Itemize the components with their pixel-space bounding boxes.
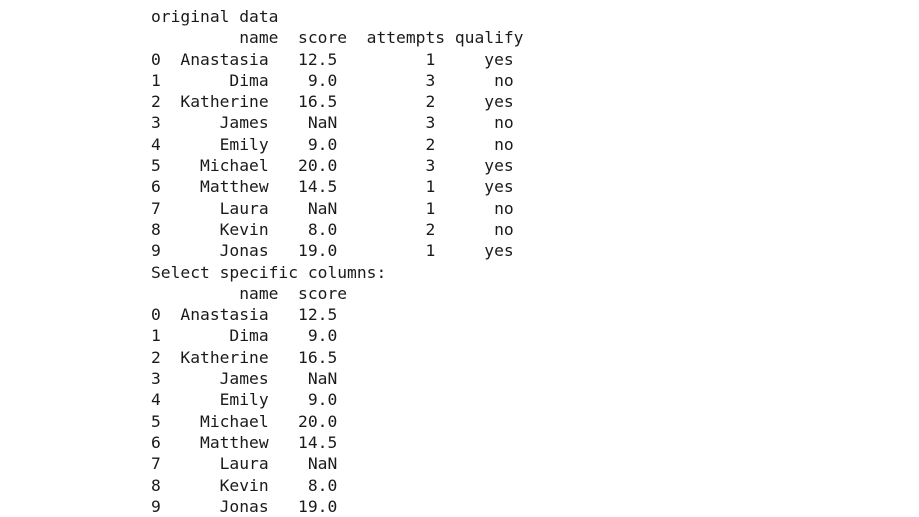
output-line: 7 Laura NaN 1 no [151, 198, 514, 218]
output-line: 9 Jonas 19.0 [151, 496, 338, 516]
output-line: 2 Katherine 16.5 2 yes [151, 92, 514, 112]
output-line: 4 Emily 9.0 [151, 390, 338, 410]
output-line: 0 Anastasia 12.5 [151, 305, 338, 325]
output-line: 6 Matthew 14.5 [151, 432, 338, 452]
output-line: original data [151, 7, 279, 26]
console-output: original data name score attempts qualif… [151, 6, 891, 517]
output-line: 1 Dima 9.0 [151, 326, 338, 346]
output-line: 8 Kevin 8.0 [151, 475, 338, 495]
output-line: name score [151, 283, 348, 303]
output-line: 9 Jonas 19.0 1 yes [151, 241, 514, 261]
output-line: 1 Dima 9.0 3 no [151, 70, 514, 90]
output-line: 2 Katherine 16.5 [151, 347, 338, 367]
output-line: 0 Anastasia 12.5 1 yes [151, 49, 514, 69]
output-line: 6 Matthew 14.5 1 yes [151, 177, 514, 197]
output-line: 3 James NaN 3 no [151, 113, 514, 133]
output-line: 7 Laura NaN [151, 454, 338, 474]
output-line: 4 Emily 9.0 2 no [151, 134, 514, 154]
output-line: Select specific columns: [151, 262, 387, 282]
output-line: 5 Michael 20.0 [151, 411, 338, 431]
output-line: 8 Kevin 8.0 2 no [151, 219, 514, 239]
output-line: name score attempts qualify [151, 28, 524, 48]
output-line: 3 James NaN [151, 369, 338, 389]
output-line: 5 Michael 20.0 3 yes [151, 156, 514, 176]
